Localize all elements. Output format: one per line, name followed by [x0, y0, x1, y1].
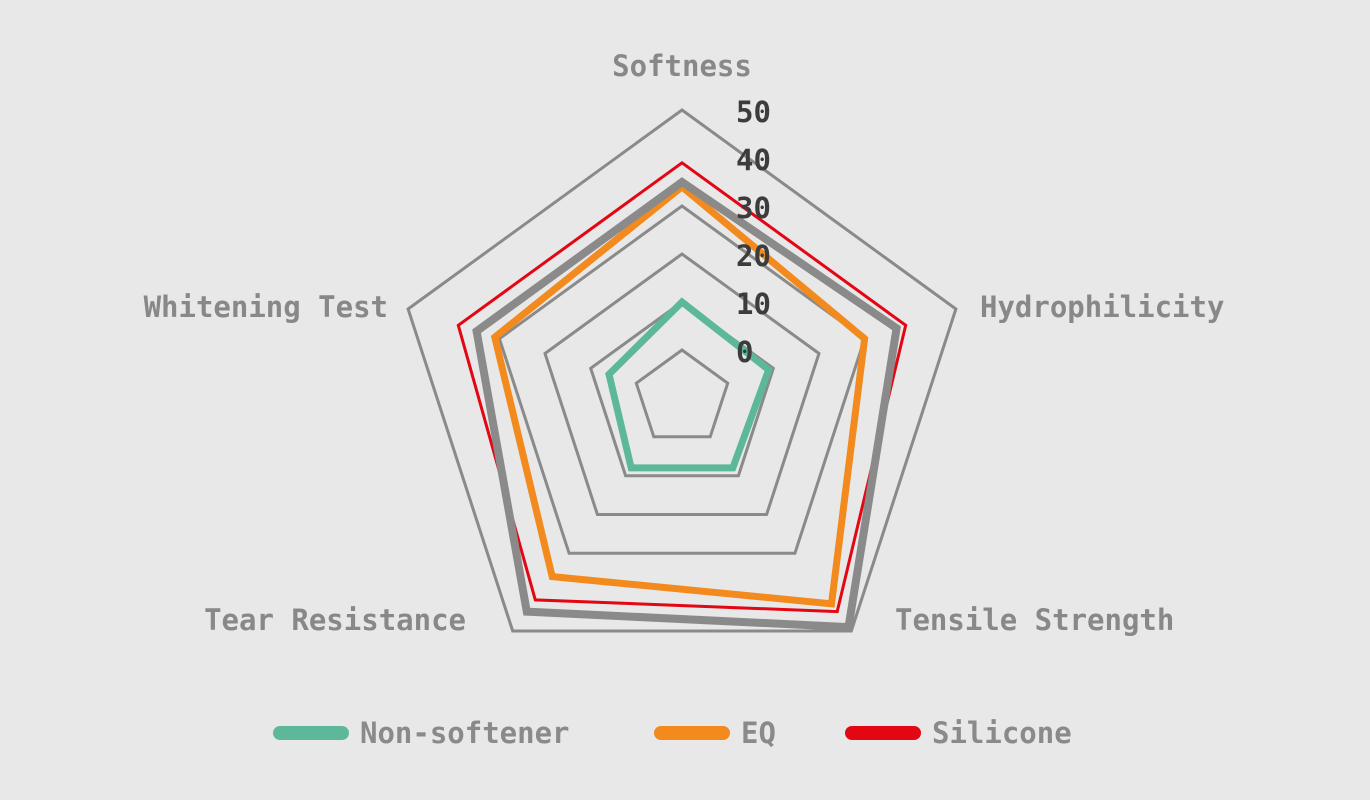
axis-label-hydrophilicity: Hydrophilicity	[980, 290, 1224, 324]
axis-label-whitening-test: Whitening Test	[144, 290, 388, 324]
tick-label-50: 50	[736, 95, 771, 129]
tick-label-30: 30	[736, 191, 771, 225]
tick-label-10: 10	[736, 287, 771, 321]
tick-label-40: 40	[736, 143, 771, 177]
legend: Non-softener EQ Silicone	[273, 716, 1072, 750]
grid-ring-20	[543, 252, 821, 516]
series-non-softener	[605, 297, 773, 472]
series-unnamed-3	[472, 177, 901, 632]
radar-series	[456, 160, 908, 632]
axis-label-tensile-strength: Tensile Strength	[895, 603, 1174, 637]
axis-label-softness: Softness	[612, 49, 752, 83]
axis-labels: Softness Hydrophilicity Tensile Strength Te…	[144, 49, 1225, 637]
grid-ring-0	[634, 348, 730, 439]
series-eq	[490, 182, 869, 608]
legend-label-silicone: Silicone	[932, 716, 1072, 750]
tick-label-20: 20	[736, 239, 771, 273]
grid-ring-10	[588, 300, 776, 478]
tick-label-0: 0	[736, 335, 753, 369]
axis-label-tear-resistance: Tear Resistance	[204, 603, 466, 637]
legend-label-eq: EQ	[741, 716, 776, 750]
series-silicone	[456, 160, 908, 614]
radial-tick-labels: 0 10 20 30 40 50	[736, 95, 771, 369]
grid-ring-50	[406, 108, 958, 633]
legend-label-non-softener: Non-softener	[360, 716, 570, 750]
